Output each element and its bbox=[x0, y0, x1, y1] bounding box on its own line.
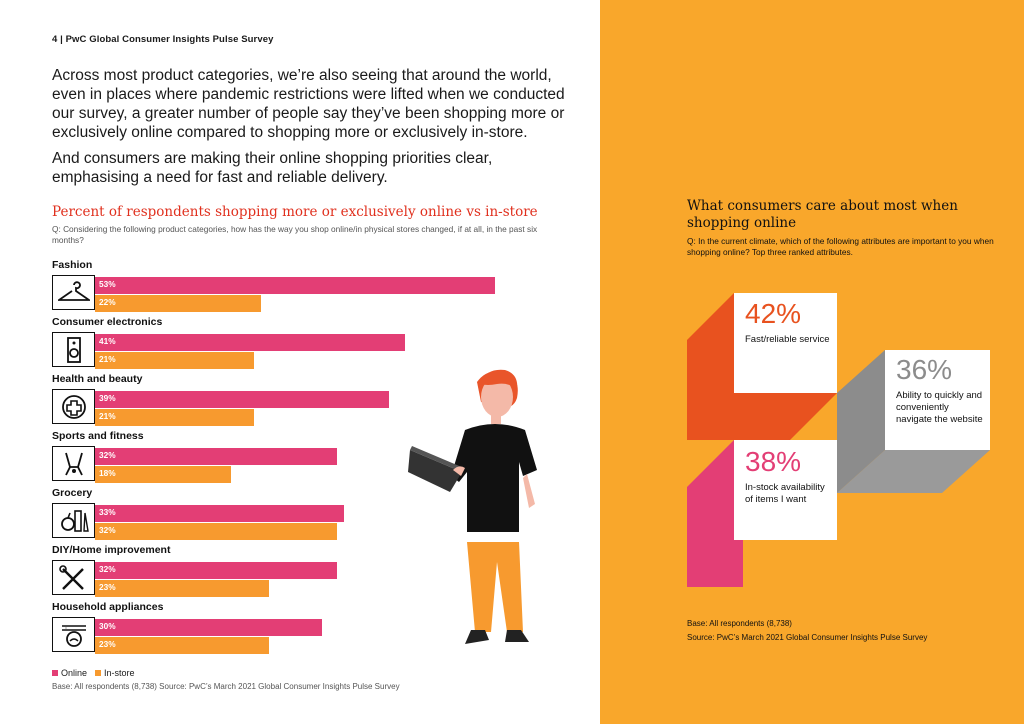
category-label: Sports and fitness bbox=[52, 430, 144, 442]
bar-online: 30% bbox=[95, 619, 322, 636]
right-chart-title: What consumers care about most when shop… bbox=[687, 198, 958, 231]
ribbon-grey bbox=[837, 393, 990, 493]
ribbon-orange bbox=[687, 293, 837, 440]
right-chart-question: Q: In the current climate, which of the … bbox=[687, 236, 994, 257]
card-38: 38% In-stock availability of items I wan… bbox=[745, 447, 833, 506]
card-38-desc: In-stock availability of items I want bbox=[745, 482, 825, 505]
card-38-percent: 38% bbox=[745, 446, 802, 477]
legend-instore: In-store bbox=[95, 668, 135, 678]
category-label: Fashion bbox=[52, 259, 93, 271]
category-label: Consumer electronics bbox=[52, 316, 163, 328]
hanger-icon bbox=[52, 275, 95, 310]
bar-instore: 21% bbox=[95, 352, 254, 369]
bar-value-label: 41% bbox=[99, 336, 116, 346]
bar-online: 53% bbox=[95, 277, 496, 294]
legend-online-swatch bbox=[52, 670, 58, 676]
card-36-bg bbox=[885, 350, 990, 450]
bar-instore: 18% bbox=[95, 466, 231, 483]
chart-title: Percent of respondents shopping more or … bbox=[52, 204, 538, 220]
bar-value-label: 23% bbox=[99, 639, 116, 649]
category-label: DIY/Home improvement bbox=[52, 544, 171, 556]
bar-online: 32% bbox=[95, 562, 337, 579]
legend-online: Online bbox=[52, 668, 87, 678]
bar-online: 39% bbox=[95, 391, 390, 408]
bar-value-label: 32% bbox=[99, 525, 116, 535]
legend-online-label: Online bbox=[61, 668, 88, 678]
ribbon-grey-side bbox=[837, 350, 885, 493]
attributes-graphic: 42% Fast/reliable service 36% Ability to… bbox=[687, 293, 990, 590]
bar-instore: 32% bbox=[95, 523, 337, 540]
category-label: Grocery bbox=[52, 487, 93, 499]
bar-value-label: 18% bbox=[99, 468, 116, 478]
bar-online: 41% bbox=[95, 334, 405, 351]
bar-value-label: 39% bbox=[99, 393, 116, 403]
bar-value-label: 21% bbox=[99, 354, 116, 364]
card-36: 36% Ability to quickly and conveniently … bbox=[896, 355, 986, 426]
page-header: 4 | PwC Global Consumer Insights Pulse S… bbox=[52, 34, 274, 45]
bar-value-label: 32% bbox=[99, 564, 116, 574]
bar-instore: 21% bbox=[95, 409, 254, 426]
card-42-bg bbox=[734, 293, 837, 393]
category-label: Household appliances bbox=[52, 601, 164, 613]
bar-value-label: 53% bbox=[99, 279, 116, 289]
card-42-percent: 42% bbox=[745, 298, 802, 329]
intro-paragraph-2: And consumers are making their online sh… bbox=[52, 150, 493, 186]
chart-question: Q: Considering the following product cat… bbox=[52, 224, 538, 245]
card-42: 42% Fast/reliable service bbox=[745, 299, 833, 346]
tools-icon bbox=[52, 560, 95, 595]
ribbon-shapes bbox=[687, 293, 990, 587]
legend-instore-swatch bbox=[95, 670, 102, 676]
card-36-desc: Ability to quickly and conveniently navi… bbox=[896, 390, 983, 425]
first-aid-icon bbox=[52, 389, 95, 424]
bar-value-label: 21% bbox=[99, 411, 116, 421]
bar-value-label: 33% bbox=[99, 507, 116, 517]
chart-legend: Online In-store bbox=[52, 668, 135, 678]
bar-instore: 23% bbox=[95, 637, 269, 654]
card-38-bg bbox=[734, 440, 837, 540]
right-base-note: Base: All respondents (8,738) bbox=[687, 619, 792, 628]
bar-value-label: 30% bbox=[99, 621, 116, 631]
chart-base-note: Base: All respondents (8,738) Source: Pw… bbox=[52, 682, 400, 691]
intro-paragraph-1: Across most product categories, we’re al… bbox=[52, 67, 565, 141]
bar-value-label: 32% bbox=[99, 450, 116, 460]
category-label: Health and beauty bbox=[52, 373, 143, 385]
speaker-icon bbox=[52, 332, 95, 367]
bar-online: 32% bbox=[95, 448, 337, 465]
fitness-icon bbox=[52, 446, 95, 481]
bar-instore: 23% bbox=[95, 580, 269, 597]
bar-online: 33% bbox=[95, 505, 345, 522]
bar-instore: 22% bbox=[95, 295, 262, 312]
grocery-icon bbox=[52, 503, 95, 538]
washing-machine-icon bbox=[52, 617, 95, 652]
bar-value-label: 22% bbox=[99, 297, 116, 307]
person-with-laptop-illustration bbox=[408, 369, 537, 644]
right-source-note: Source: PwC’s March 2021 Global Consumer… bbox=[687, 633, 928, 642]
card-42-desc: Fast/reliable service bbox=[745, 334, 830, 345]
legend-instore-label: In-store bbox=[104, 668, 135, 678]
card-36-percent: 36% bbox=[896, 354, 953, 385]
bar-value-label: 23% bbox=[99, 582, 116, 592]
